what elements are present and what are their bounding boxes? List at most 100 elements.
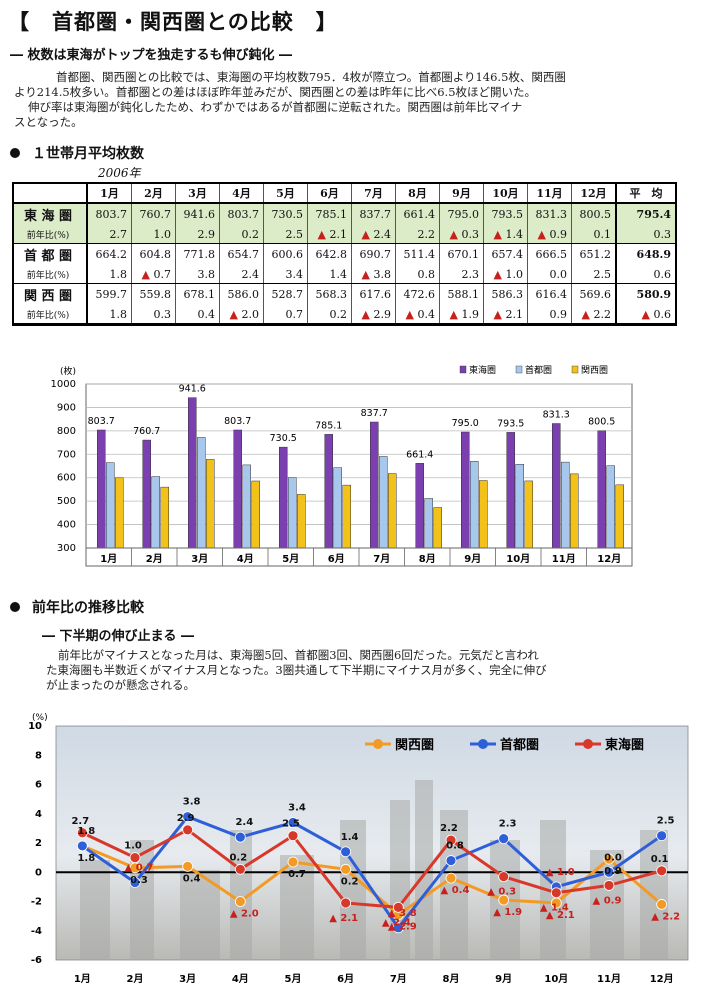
bar-y-tick-label: 500 [57,496,76,507]
table-header-average: 平 均 [615,184,675,204]
point-data-label: 0.2 [341,876,359,887]
series-point [392,901,404,913]
bar [297,494,306,549]
table-row-yoy-kansai: 前年比(%) 1.8 0.3 0.4 ▲ 2.0 0.7 0.2 ▲ 2.9 ▲ 0.4 ▲ 1.… [14,305,675,324]
series-point [498,871,510,883]
table-cell: 664.2 [87,243,132,265]
series-point [656,899,668,910]
line-y-tick-label: 10 [28,721,42,732]
table-header-month: 7月 [351,184,396,204]
series-point [392,922,404,934]
series-point [340,863,352,875]
bar-x-tick-label: 12月 [597,553,621,565]
bar [470,461,479,549]
paragraph-1-line: より214.5枚多い。首都圏との差はほぼ昨年並みだが、関西圏との差は昨年に比べ6… [14,85,537,99]
bar-x-tick-label: 1月 [100,553,117,565]
bar [242,464,251,549]
table-header-month: 3月 [175,184,220,204]
building-shape [230,830,252,960]
table-row-yoy-tokai: 前年比(%) 2.7 1.0 2.9 0.2 2.5 ▲ 2.1 ▲ 2.4 2.2 ▲ 0.3 ▲… [14,225,675,244]
table-cell-yoy: 2.3 [439,265,484,284]
table-cell-yoy: 0.0 [527,265,572,284]
line-x-tick-label: 12月 [650,973,674,985]
bar [206,459,215,549]
table-cell: 604.8 [131,243,176,265]
bar-x-tick-label: 7月 [373,553,390,565]
series-line [81,814,663,931]
table-cell: 654.7 [219,243,264,265]
table-cell-yoy: ▲ 2.1 [483,305,528,324]
point-data-label: ▲ 2.9 [388,922,417,933]
table-header-month: 2月 [131,184,176,204]
line-x-tick-label: 3月 [179,973,196,985]
monthly-table: 1月 2月 3月 4月 5月 6月 7月 8月 9月 10月 11月 12月平 均 東 海 圏 803.… [14,184,675,324]
table-cell: 586.3 [483,283,528,305]
line-y-tick-label: -4 [31,926,42,937]
table-cell-yoy: ▲ 2.2 [571,305,617,324]
bar [251,480,260,549]
table-cell: 569.6 [571,283,617,305]
bar-x-tick-label: 8月 [419,553,436,565]
point-data-label: 3.4 [288,803,306,814]
bar [552,423,561,549]
header-corner [14,184,88,204]
series-point [445,855,457,866]
table-cell-yoy: 0.7 [263,305,308,324]
bar-y-tick-label: 900 [57,402,76,413]
paragraph-2-line: が止まったのが懸念される。 [46,678,196,692]
point-data-label: 2.2 [440,823,458,834]
series-point [656,830,668,842]
table-cell-yoy: ▲ 0.4 [395,305,440,324]
point-data-label: ▲ 0.4 [441,885,470,896]
series-point [182,860,194,872]
section-2-heading: 前年比の推移比較 [10,597,144,617]
series-point [445,872,457,884]
point-data-label: 0.0 [604,852,622,863]
series-point [234,863,246,875]
series-line [81,828,663,909]
table-cell: 678.1 [175,283,220,305]
line-x-tick-label: 11月 [597,973,621,985]
point-data-label: 1.0 [124,841,142,852]
bar [479,480,488,549]
table-cell-yoy: ▲ 2.9 [351,305,396,324]
bar [188,397,197,549]
table-cell: 837.7 [351,203,396,225]
table-cell: 941.6 [175,203,220,225]
series-point [340,897,352,909]
point-data-label: ▲ 2.4 [382,917,411,928]
point-data-label: ▲ 2.0 [230,909,259,920]
table-cell: 670.1 [439,243,484,265]
table-cell-yoy: ▲ 2.4 [351,225,396,244]
line-chart: (%) 10 8 6 4 2 0 -2 -4 -6 1月 2月 3月 4月 5月 6月 7月 8月 9月 10月 11… [28,713,689,985]
table-cell: 616.4 [527,283,572,305]
line-x-tick-label: 4月 [232,973,249,985]
table-cell-yoy: 0.2 [219,225,264,244]
point-data-label: ▲ 0.7 [125,862,154,873]
legend-label: 関西圏 [395,738,434,753]
series-point [182,824,194,836]
table-cell-yoy: 2.7 [87,225,132,244]
yoy-label: 前年比(%) [14,225,88,244]
table-row-yoy-shuto: 前年比(%) 1.8 ▲ 0.7 3.8 2.4 3.4 1.4 ▲ 3.8 0.8 2.3 ▲ 1… [14,265,675,284]
table-cell: 730.5 [263,203,308,225]
bar-data-label: 793.5 [497,418,524,429]
line-x-tick-label: 6月 [337,973,354,985]
table-header-month: 1月 [87,184,132,204]
table-header-month: 8月 [395,184,440,204]
table-cell: 690.7 [351,243,396,265]
bar-data-label: 803.7 [224,416,251,427]
table-cell-yoy: ▲ 0.7 [131,265,176,284]
table-cell: 657.4 [483,243,528,265]
series-point [76,840,88,852]
bar [342,484,351,549]
series-point [603,853,615,865]
bar-x-tick-label: 11月 [552,553,576,565]
table-cell-yoy: ▲ 1.9 [439,305,484,324]
bar [415,463,424,549]
series-point [445,834,457,846]
table-cell-yoy: 2.9 [175,225,220,244]
bar-data-label: 730.5 [270,433,297,444]
table-cell-yoy: 3.4 [263,265,308,284]
bar [506,432,515,549]
